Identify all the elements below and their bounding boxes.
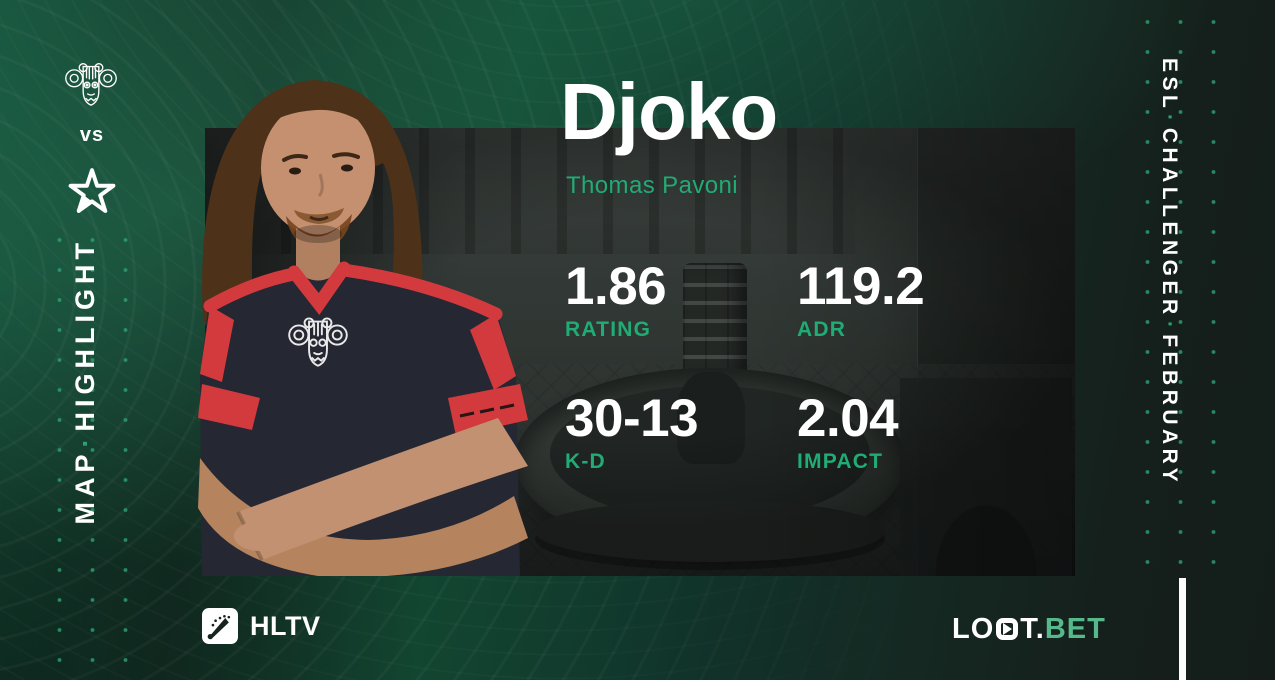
map-archway xyxy=(900,378,1072,576)
hltv-wordmark: HLTV xyxy=(250,610,321,641)
stat-label: RATING xyxy=(565,318,652,341)
stat-label: K-D xyxy=(565,450,606,473)
stat-value: 2.04 xyxy=(797,389,899,448)
lootbet-logo: LO T. BET xyxy=(952,612,1106,646)
stat-label: ADR xyxy=(797,318,847,341)
stat-impact: 2.04 IMPACT xyxy=(797,392,924,474)
highlight-word: HIGHLIGHT xyxy=(70,238,100,432)
dot-separator: · xyxy=(1158,320,1181,333)
vs-label: vs xyxy=(79,124,105,146)
event-word-february: FEBRUARY xyxy=(1158,334,1181,487)
sponsor-t: T. xyxy=(1020,612,1045,645)
event-word-esl: ESL xyxy=(1158,58,1181,113)
hltv-logo: HLTV xyxy=(202,608,321,644)
event-word-challenger: CHALLENGER xyxy=(1158,127,1181,319)
play-icon xyxy=(996,618,1019,640)
stat-value: 119.2 xyxy=(797,257,925,316)
dot-separator: · xyxy=(1158,114,1181,126)
player-photo xyxy=(198,80,528,576)
sponsor-lo: LO xyxy=(952,612,995,645)
stat-value: 1.86 xyxy=(565,257,667,316)
sponsor-bet: BET xyxy=(1044,612,1106,645)
dot-grid-right xyxy=(1131,7,1237,567)
dot-separator: · xyxy=(70,433,100,448)
stat-kd: 30-13 K-D xyxy=(565,392,797,474)
star-logo-icon xyxy=(68,168,116,213)
stat-adr: 119.2 ADR xyxy=(797,257,925,342)
map-fountain-statue xyxy=(677,372,745,464)
player-nickname: Djoko xyxy=(560,67,778,156)
dot-grid-left xyxy=(43,225,153,670)
player-full-name: Thomas Pavoni xyxy=(566,172,738,199)
stats-grid: 1.86 RATING 119.2 ADR 30-13 K-D 2.04 IMP… xyxy=(565,257,925,474)
ram-mask-logo-icon xyxy=(65,63,117,106)
corner-accent-line xyxy=(1179,578,1186,680)
stat-label: IMPACT xyxy=(797,450,884,473)
map-fountain-base xyxy=(535,500,885,562)
map-word: MAP xyxy=(70,449,100,525)
stat-rating: 1.86 RATING xyxy=(565,260,797,342)
map-highlight-vertical-label: MAP·HIGHLIGHT xyxy=(70,238,101,525)
speedometer-icon xyxy=(202,608,238,644)
event-vertical-label: ESL·CHALLENGER·FEBRUARY xyxy=(1157,58,1181,486)
stat-value: 30-13 xyxy=(565,389,699,448)
